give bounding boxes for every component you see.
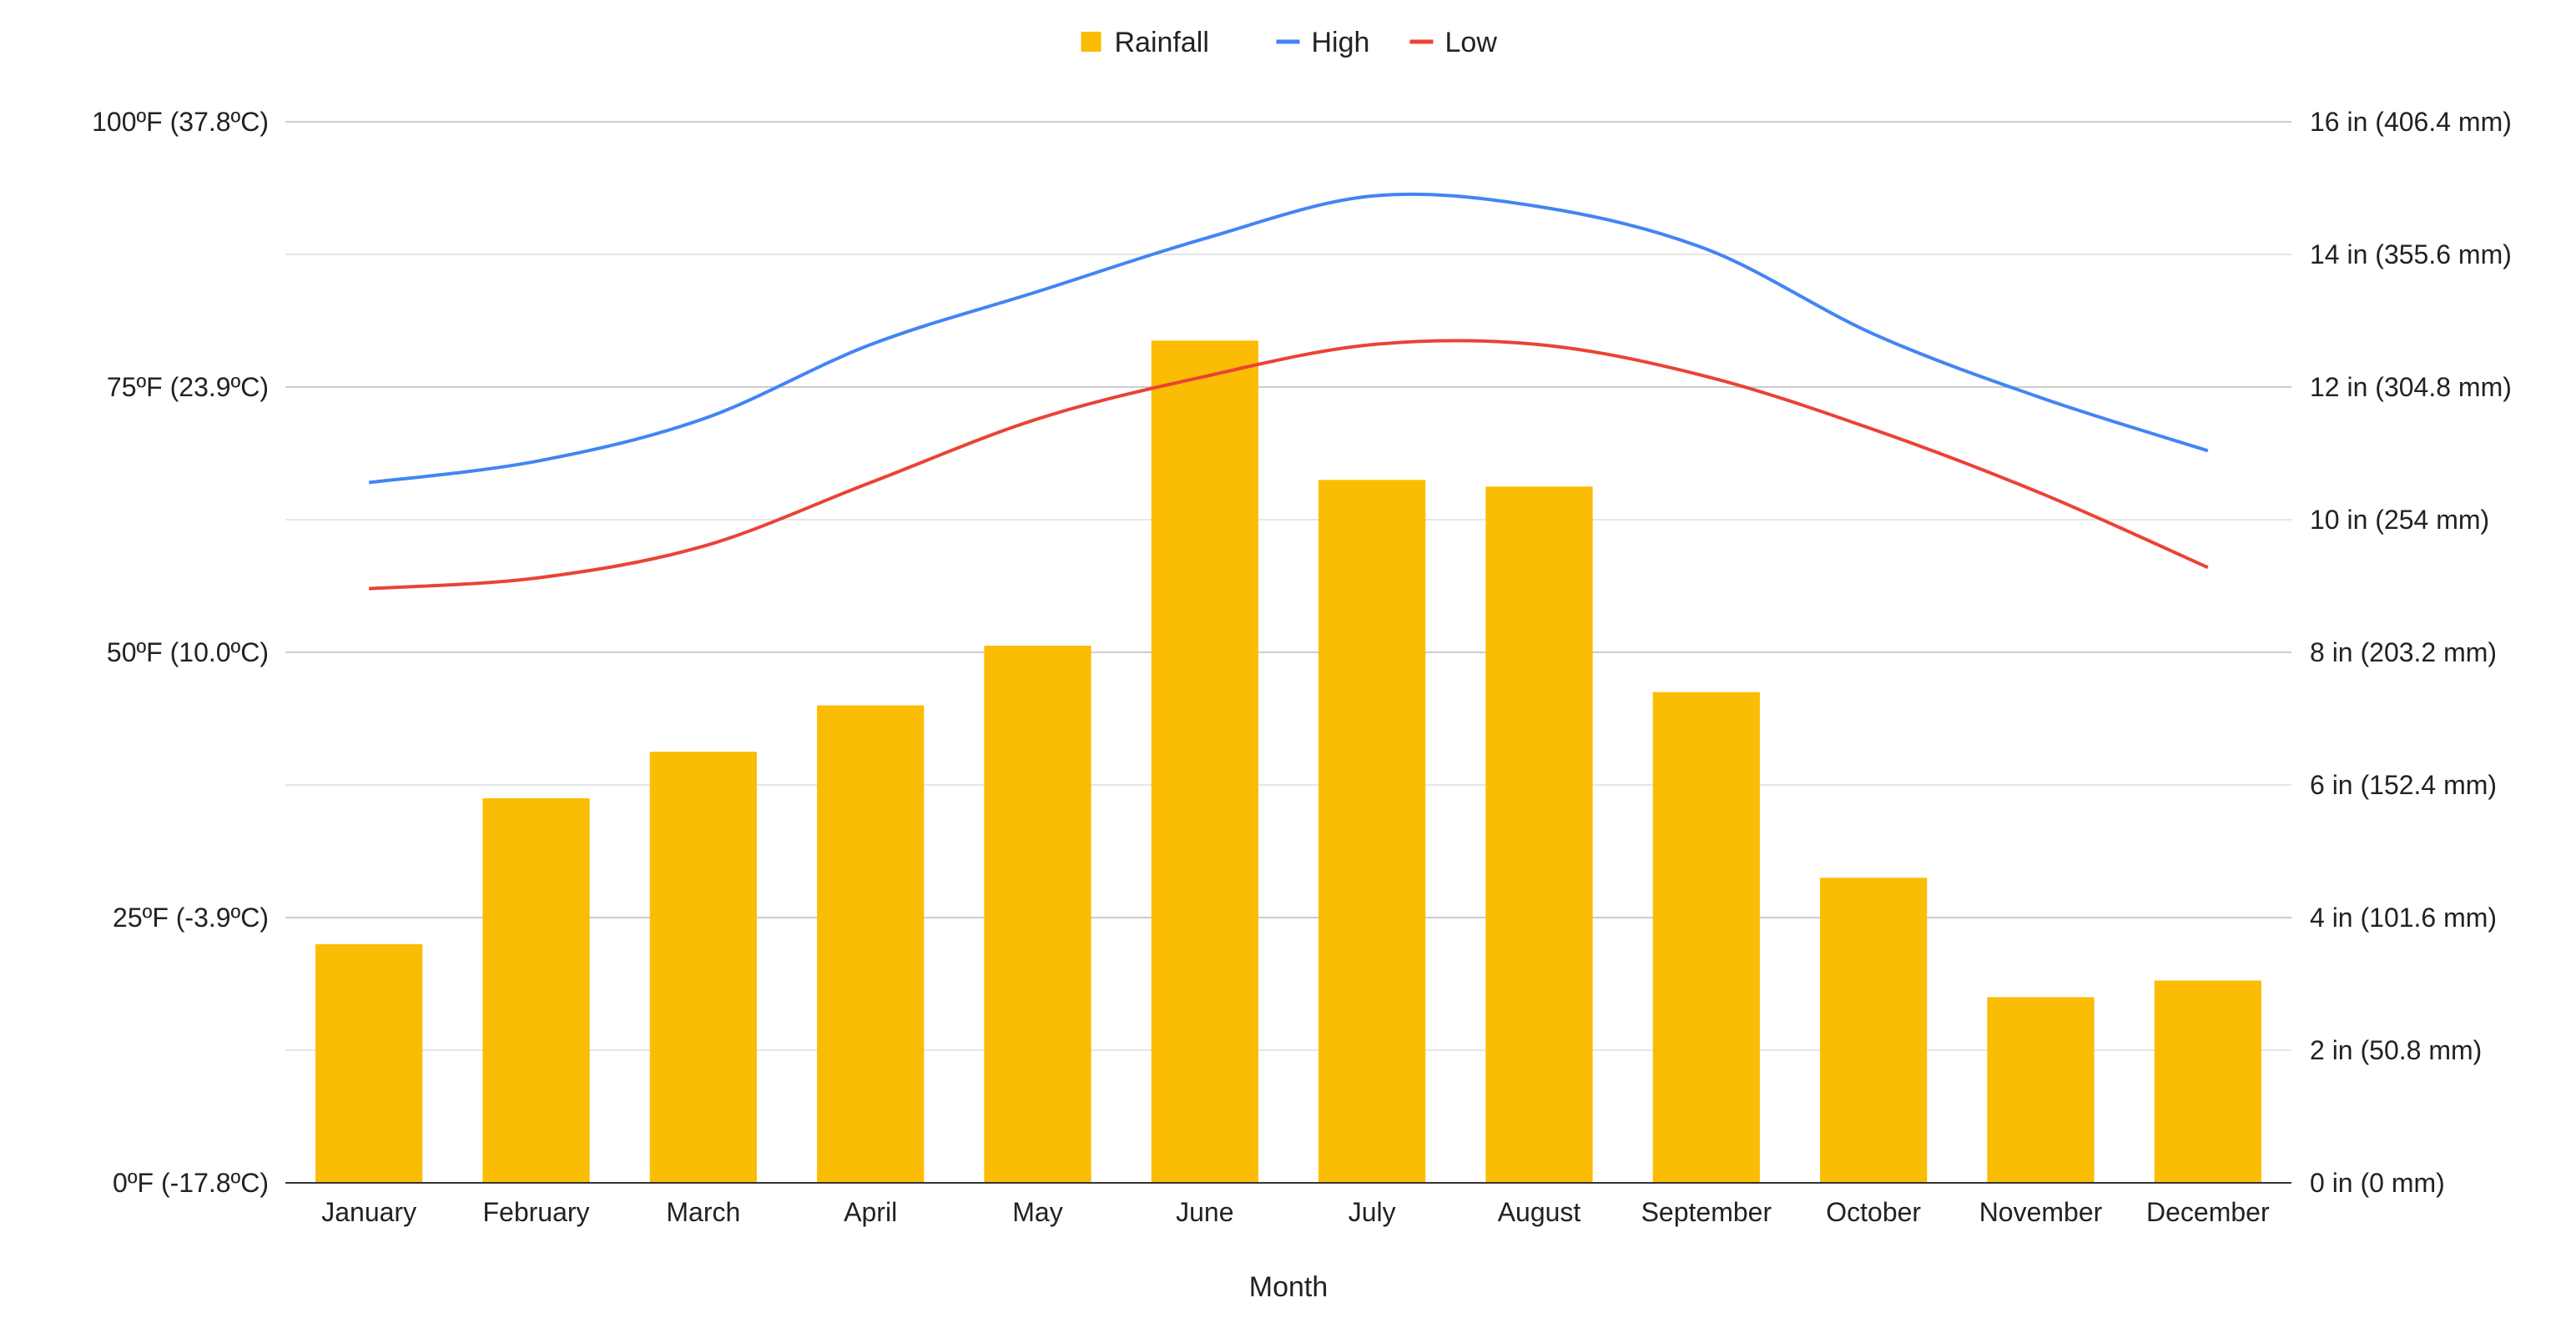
low-temperature-line [369,339,2209,591]
x-axis-tick-label: March [666,1197,740,1227]
gridlines [285,121,2291,1051]
legend-label: Rainfall [1115,27,1209,58]
rainfall-bar [817,705,925,1183]
x-axis-ticks: January February March April May June July Augu… [321,1197,2270,1227]
x-axis-tick-label: January [321,1197,416,1227]
right-axis-tick-label: 16 in (406.4 mm) [2310,107,2512,137]
rainfall-bar [1485,486,1593,1183]
x-axis-tick-label: November [1979,1197,2103,1227]
right-axis-tick-label: 12 in (304.8 mm) [2310,372,2512,402]
high-temperature-line [368,192,2209,485]
x-axis-tick-label: February [482,1197,589,1227]
right-axis-tick-label: 6 in (152.4 mm) [2310,770,2497,800]
right-axis-tick-label: 0 in (0 mm) [2310,1168,2445,1198]
left-axis-tick-label: 100ºF (37.8ºC) [92,107,269,137]
temperature-lines [368,192,2209,591]
x-axis-tick-label: June [1176,1197,1233,1227]
x-axis-tick-label: October [1826,1197,1921,1227]
x-axis-tick-label: July [1348,1197,1396,1227]
legend: Rainfall High Low [1081,27,1498,58]
right-axis-tick-label: 14 in (355.6 mm) [2310,239,2512,269]
rainfall-bar [2154,980,2261,1183]
rainfall-bar [649,752,757,1183]
legend-label: High [1312,27,1370,58]
legend-swatch [1081,32,1101,52]
legend-label: Low [1445,27,1498,58]
left-axis-tick-label: 0ºF (-17.8ºC) [113,1168,269,1198]
left-axis-tick-label: 75ºF (23.9ºC) [107,372,269,402]
rainfall-bar [1318,480,1426,1183]
left-axis-tick-label: 50ºF (10.0ºC) [107,637,269,667]
rainfall-bar [1987,997,2095,1183]
rainfall-bar [1151,340,1258,1184]
left-axis-tick-label: 25ºF (-3.9ºC) [113,903,269,933]
x-axis-tick-label: August [1498,1197,1581,1227]
x-axis-tick-label: December [2146,1197,2270,1227]
rainfall-bar [1652,692,1760,1183]
right-axis-tick-label: 8 in (203.2 mm) [2310,637,2497,667]
rainfall-bar [482,797,590,1183]
right-axis-tick-label: 10 in (254 mm) [2310,505,2489,535]
right-axis-tick-label: 4 in (101.6 mm) [2310,903,2497,933]
rainfall-bars [315,340,2261,1184]
right-axis-tick-label: 2 in (50.8 mm) [2310,1035,2482,1065]
rainfall-bar [1820,878,1928,1183]
rainfall-bar [315,943,423,1183]
x-axis-tick-label: May [1012,1197,1062,1227]
right-axis-ticks: 0 in (0 mm) 2 in (50.8 mm) 4 in (101.6 mm)… [2310,107,2512,1198]
x-axis-title: Month [1249,1271,1328,1303]
x-axis-tick-label: April [844,1197,897,1227]
rainfall-bar [984,646,1091,1183]
x-axis-tick-label: September [1641,1197,1772,1227]
left-axis-ticks: 0ºF (-17.8ºC) 25ºF (-3.9ºC) 50ºF (10.0ºC) 7… [92,107,269,1198]
